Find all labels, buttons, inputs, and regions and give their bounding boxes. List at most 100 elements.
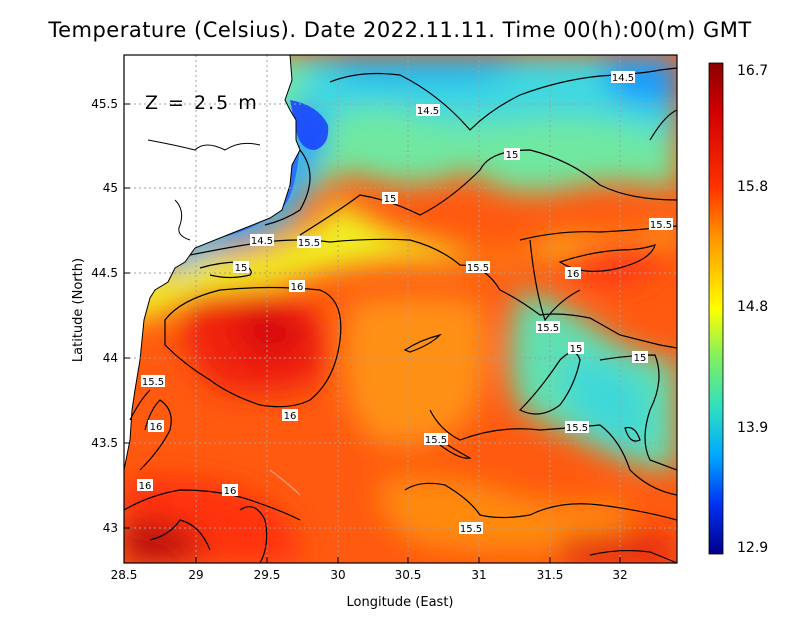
y-tick-label: 44 [103, 351, 118, 365]
x-tick-label: 28.5 [111, 568, 138, 582]
y-tick-label: 43 [103, 521, 118, 535]
x-axis-label: Longitude (East) [347, 595, 454, 610]
contour-label: 15 [504, 148, 520, 161]
contour-label: 16 [565, 267, 581, 280]
contour-label-text: 16 [284, 411, 297, 422]
contour-14.5-ne [649, 109, 677, 141]
y-tick-label: 43.5 [91, 436, 118, 450]
contour-label-text: 16 [139, 481, 152, 492]
contour-label-text: 15.5 [298, 238, 320, 249]
contour-label: 16 [282, 409, 298, 422]
contour-label: 14.5 [416, 104, 440, 117]
contour-label: 16 [148, 420, 164, 433]
contour-label-text: 14.5 [251, 236, 273, 247]
contour-15-small [624, 426, 641, 442]
contour-label: 15 [382, 192, 398, 205]
contour-label-text: 15.5 [566, 423, 588, 434]
contour-label: 15.5 [536, 321, 560, 334]
page-title: Temperature (Celsius). Date 2022.11.11. … [48, 18, 752, 42]
contour-label-text: 14.5 [417, 106, 439, 117]
contour-16-sw3 [239, 506, 268, 563]
depth-label: Z = 2.5 m [145, 92, 259, 114]
colorbar-label: 15.8 [737, 179, 768, 195]
contour-label: 15.5 [565, 421, 589, 434]
contour-16-sw2 [149, 519, 211, 551]
x-tick-label: 29.5 [254, 568, 281, 582]
contour-label: 15.5 [466, 261, 490, 274]
contour-label-text: 15 [634, 353, 647, 364]
contour-15.5-islet [403, 333, 442, 353]
contour-label: 15 [632, 351, 648, 364]
colorbar-label: 16.7 [737, 63, 768, 79]
contour-label-text: 16 [224, 486, 237, 497]
x-tick-label: 32 [612, 568, 627, 582]
contour-label: 15.5 [649, 218, 673, 231]
contour-label-text: 16 [291, 282, 304, 293]
contour-15.5-coast [129, 389, 151, 421]
contour-label-text: 16 [150, 422, 163, 433]
contour-label-text: 15.5 [460, 524, 482, 535]
contour-label: 16 [289, 280, 305, 293]
contour-15.5-islet2 [439, 438, 472, 459]
colorbar: 16.7 15.8 14.8 13.9 12.9 [708, 62, 768, 556]
trace-line [269, 469, 301, 496]
contour-15.5-south [429, 409, 677, 496]
x-axis: 28.5 29 29.5 30 30.5 31 31.5 32 Longitud… [111, 557, 628, 610]
plot-frame [123, 54, 678, 564]
contour-label: 15.5 [141, 375, 165, 388]
x-tick-label: 30 [330, 568, 345, 582]
contour-label-text: 15 [570, 344, 583, 355]
contour-label: 14.5 [611, 71, 635, 84]
x-tick-label: 31 [471, 568, 486, 582]
contour-label: 15 [233, 261, 249, 274]
contour-15.5-s2 [404, 482, 677, 521]
contour-label: 16 [222, 484, 238, 497]
contour-label-text: 14.5 [612, 73, 634, 84]
contour-label-text: 15.5 [425, 435, 447, 446]
y-tick-label: 44.5 [91, 266, 118, 280]
contour-label-text: 15.5 [537, 323, 559, 334]
contour-label: 16 [137, 479, 153, 492]
contour-label-text: 15.5 [142, 377, 164, 388]
contour-15.5-main [189, 238, 677, 349]
contour-16-coast [139, 399, 172, 471]
contour-16-core [164, 286, 342, 408]
contour-label-text: 16 [567, 269, 580, 280]
contour-label: 15.5 [297, 236, 321, 249]
colorbar-label: 13.9 [737, 420, 768, 436]
colorbar-label: 12.9 [737, 540, 768, 556]
contour-15-eastpatch [518, 351, 581, 415]
contour-16-east [558, 244, 656, 272]
contour-label: 15 [568, 342, 584, 355]
contour-label: 15.5 [459, 522, 483, 535]
x-tick-label: 31.5 [537, 568, 564, 582]
contour-15-north [299, 149, 677, 236]
contour-label-text: 15 [235, 263, 248, 274]
colorbar-label: 14.8 [737, 299, 768, 315]
grid-lines [124, 55, 677, 563]
colorbar-gradient [708, 62, 724, 555]
contour-label-text: 15.5 [467, 263, 489, 274]
contour-16-sw [124, 489, 301, 521]
contour-label-text: 15.5 [650, 220, 672, 231]
contour-label-text: 15 [506, 150, 519, 161]
contour-label-group: 14.5 14.5 15 15 14.5 15.5 15 15.5 15.5 1… [137, 71, 673, 535]
x-tick-label: 30.5 [395, 568, 422, 582]
contour-label-text: 15 [384, 194, 397, 205]
contour-14.5-coast [264, 149, 311, 226]
contour-lines [124, 67, 677, 563]
y-tick-label: 45 [103, 181, 118, 195]
y-tick-label: 45.5 [91, 97, 118, 111]
contour-15.5-loop [529, 239, 581, 322]
contour-14.5-north [329, 67, 677, 131]
y-axis: 43 43.5 44 44.5 45 45.5 Latitude (North) [71, 97, 130, 535]
contour-label: 15.5 [424, 433, 448, 446]
contour-16-se [589, 549, 677, 563]
contour-label: 14.5 [250, 234, 274, 247]
x-tick-label: 29 [188, 568, 203, 582]
contour-15-coast [199, 261, 252, 279]
land-mask [123, 54, 301, 471]
y-axis-label: Latitude (North) [71, 258, 86, 362]
contour-15-east2 [599, 354, 677, 471]
